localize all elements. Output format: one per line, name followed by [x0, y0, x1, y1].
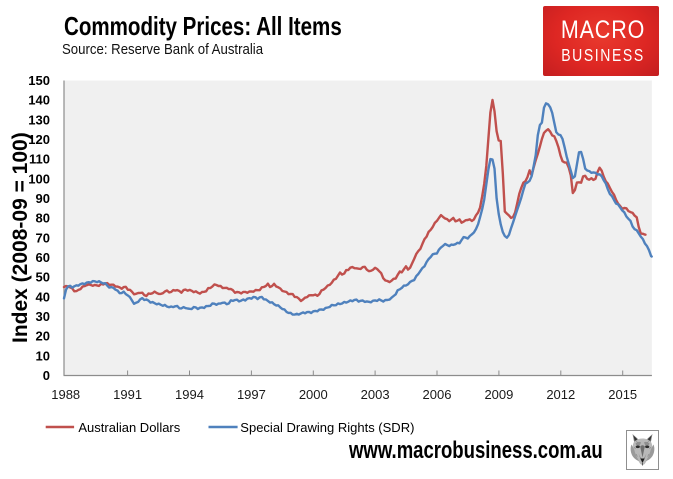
- svg-text:Special Drawing Rights (SDR): Special Drawing Rights (SDR): [240, 420, 414, 435]
- svg-text:1994: 1994: [175, 387, 204, 402]
- svg-text:140: 140: [28, 93, 50, 108]
- svg-text:130: 130: [28, 112, 50, 127]
- svg-text:90: 90: [36, 191, 50, 206]
- svg-text:20: 20: [36, 329, 50, 344]
- svg-text:2006: 2006: [423, 387, 452, 402]
- svg-text:2015: 2015: [608, 387, 637, 402]
- svg-text:1991: 1991: [113, 387, 142, 402]
- svg-text:2003: 2003: [361, 387, 390, 402]
- svg-text:110: 110: [29, 152, 50, 167]
- svg-text:0: 0: [43, 368, 50, 383]
- svg-text:Australian Dollars: Australian Dollars: [78, 420, 180, 435]
- svg-text:100: 100: [28, 171, 50, 186]
- svg-text:1988: 1988: [51, 387, 80, 402]
- svg-text:10: 10: [36, 348, 50, 363]
- svg-text:30: 30: [36, 309, 50, 324]
- svg-text:1997: 1997: [237, 387, 266, 402]
- svg-text:2012: 2012: [546, 387, 575, 402]
- svg-text:60: 60: [36, 250, 50, 265]
- svg-text:80: 80: [36, 211, 50, 226]
- svg-text:2009: 2009: [484, 387, 513, 402]
- svg-text:50: 50: [36, 270, 50, 285]
- svg-text:40: 40: [36, 289, 50, 304]
- svg-text:120: 120: [28, 132, 50, 147]
- svg-text:70: 70: [36, 230, 50, 245]
- svg-text:2000: 2000: [299, 387, 328, 402]
- svg-text:150: 150: [28, 73, 50, 88]
